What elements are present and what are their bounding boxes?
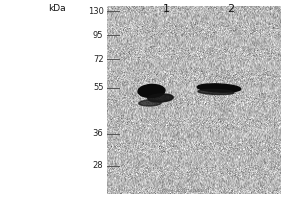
Text: kDa: kDa — [48, 4, 66, 13]
Ellipse shape — [139, 100, 161, 106]
Ellipse shape — [198, 89, 234, 95]
Text: 55: 55 — [93, 83, 104, 92]
Text: 95: 95 — [93, 30, 104, 40]
Text: 72: 72 — [93, 54, 104, 64]
Ellipse shape — [148, 94, 173, 102]
Text: www.alzmab.com: www.alzmab.com — [162, 188, 210, 192]
Text: 2: 2 — [227, 4, 235, 14]
Ellipse shape — [197, 84, 241, 92]
Text: 36: 36 — [93, 130, 104, 139]
Text: 28: 28 — [93, 162, 104, 170]
Ellipse shape — [138, 84, 165, 98]
Text: 1: 1 — [163, 4, 170, 14]
Text: 130: 130 — [88, 6, 103, 16]
